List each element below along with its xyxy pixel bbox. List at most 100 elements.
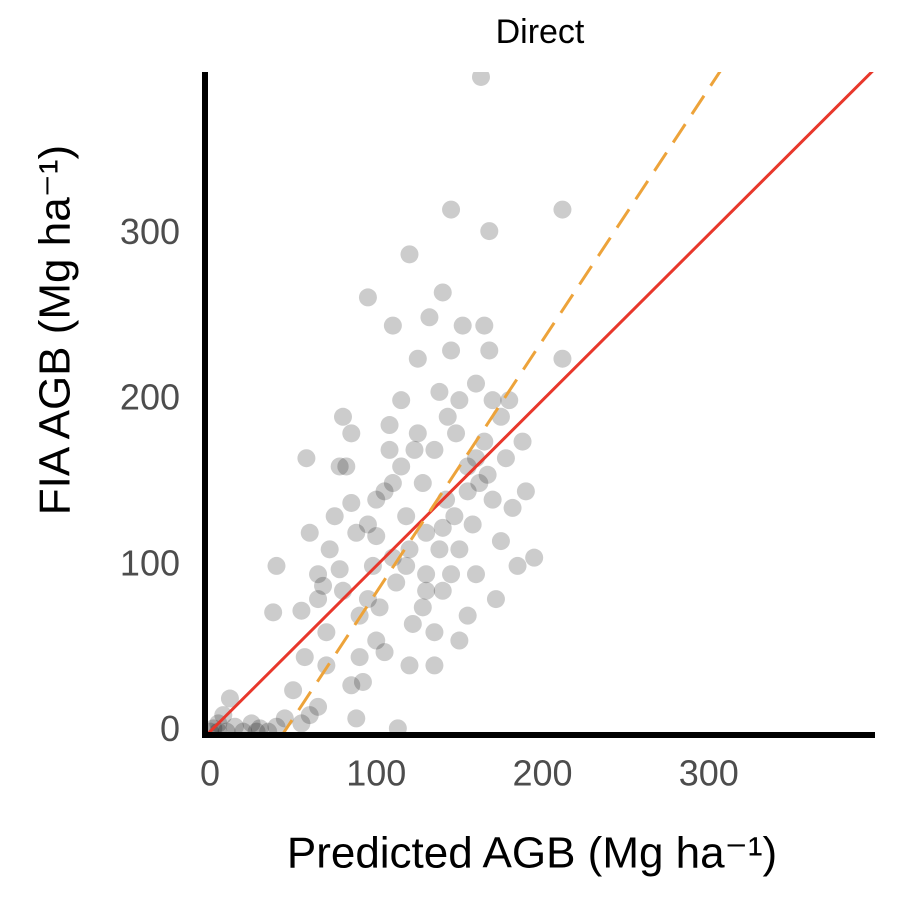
point bbox=[342, 424, 361, 443]
point bbox=[292, 601, 311, 620]
point bbox=[234, 722, 253, 735]
point bbox=[380, 416, 399, 435]
point bbox=[309, 590, 328, 609]
point bbox=[430, 382, 449, 401]
point bbox=[433, 283, 452, 302]
point bbox=[508, 556, 527, 575]
point bbox=[309, 565, 328, 584]
point bbox=[463, 515, 482, 534]
point bbox=[337, 457, 356, 476]
y-tick-label: 200 bbox=[120, 377, 180, 418]
point bbox=[217, 722, 236, 735]
point bbox=[478, 465, 497, 484]
x-tick-label: 200 bbox=[512, 753, 572, 794]
point bbox=[214, 706, 233, 725]
point bbox=[430, 540, 449, 559]
point bbox=[447, 424, 466, 443]
y-axis-title: FIA AGB (Mg ha⁻¹) bbox=[31, 145, 80, 515]
point bbox=[397, 556, 416, 575]
point bbox=[247, 722, 266, 735]
point bbox=[513, 432, 532, 451]
point bbox=[433, 581, 452, 600]
point bbox=[450, 631, 469, 650]
y-tick-label: 300 bbox=[120, 211, 180, 252]
point bbox=[295, 648, 314, 667]
point bbox=[358, 515, 377, 534]
point bbox=[309, 697, 328, 716]
point bbox=[500, 391, 519, 410]
point bbox=[442, 200, 461, 219]
point bbox=[370, 598, 389, 617]
point bbox=[433, 518, 452, 537]
point bbox=[358, 288, 377, 307]
point bbox=[400, 656, 419, 675]
point bbox=[350, 648, 369, 667]
point bbox=[242, 714, 261, 733]
point bbox=[458, 482, 477, 501]
point bbox=[275, 709, 294, 728]
plot-area bbox=[205, 72, 874, 735]
point bbox=[450, 391, 469, 410]
point bbox=[353, 672, 372, 691]
point bbox=[342, 493, 361, 512]
point bbox=[400, 540, 419, 559]
point bbox=[330, 457, 349, 476]
point bbox=[413, 598, 432, 617]
point bbox=[408, 424, 427, 443]
point bbox=[317, 623, 336, 642]
point bbox=[417, 565, 436, 584]
point bbox=[438, 407, 457, 426]
point bbox=[480, 341, 499, 360]
point bbox=[320, 540, 339, 559]
point bbox=[425, 656, 444, 675]
point bbox=[375, 482, 394, 501]
point bbox=[225, 717, 244, 735]
point bbox=[471, 72, 490, 86]
point bbox=[437, 490, 456, 509]
point bbox=[400, 245, 419, 264]
point bbox=[516, 482, 535, 501]
point bbox=[442, 565, 461, 584]
point bbox=[553, 200, 572, 219]
reference-line bbox=[205, 72, 874, 735]
point bbox=[466, 374, 485, 393]
point bbox=[483, 490, 502, 509]
point bbox=[342, 676, 361, 695]
point bbox=[300, 523, 319, 542]
point bbox=[367, 490, 386, 509]
x-tick-label: 0 bbox=[200, 753, 220, 794]
point bbox=[425, 623, 444, 642]
point bbox=[333, 407, 352, 426]
point bbox=[397, 507, 416, 526]
point bbox=[445, 507, 464, 526]
point bbox=[525, 548, 544, 567]
point bbox=[383, 316, 402, 335]
point bbox=[417, 581, 436, 600]
y-tick-label: 100 bbox=[120, 542, 180, 583]
y-tick-label: 0 bbox=[160, 708, 180, 749]
point bbox=[330, 560, 349, 579]
point bbox=[325, 507, 344, 526]
point bbox=[264, 603, 283, 622]
x-tick-label: 100 bbox=[346, 753, 406, 794]
point bbox=[458, 606, 477, 625]
point bbox=[259, 722, 278, 735]
point bbox=[503, 498, 522, 517]
point bbox=[417, 523, 436, 542]
point bbox=[250, 719, 269, 735]
x-tick-label: 300 bbox=[679, 753, 739, 794]
point bbox=[367, 631, 386, 650]
point bbox=[363, 556, 382, 575]
point bbox=[442, 341, 461, 360]
point bbox=[453, 316, 472, 335]
point bbox=[450, 540, 469, 559]
point bbox=[480, 222, 499, 241]
point bbox=[375, 643, 394, 662]
point bbox=[486, 590, 505, 609]
point bbox=[403, 614, 422, 633]
point bbox=[420, 308, 439, 327]
point bbox=[267, 556, 286, 575]
point bbox=[292, 714, 311, 733]
